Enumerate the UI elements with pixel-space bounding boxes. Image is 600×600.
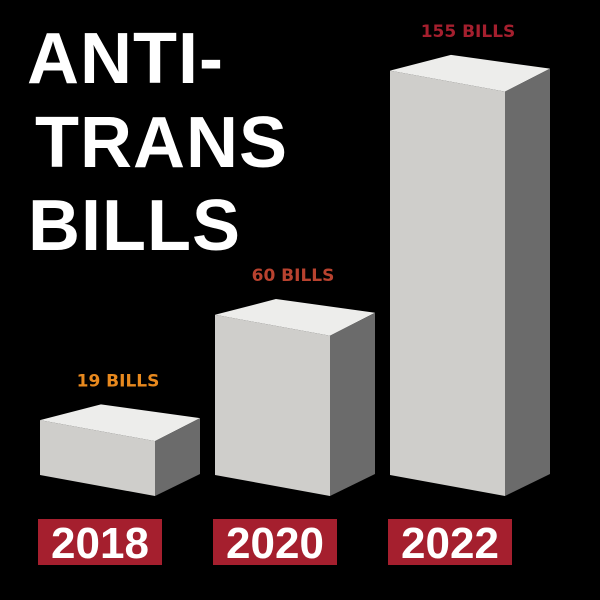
- category-label: 2020: [226, 519, 324, 568]
- bar-side-face: [505, 68, 550, 497]
- bar-top-face: [215, 299, 375, 336]
- bar-side-face: [155, 418, 200, 496]
- bar-value-label: 19 BILLS: [77, 371, 160, 391]
- category-label-background: [38, 519, 162, 565]
- category-label-background: [388, 519, 512, 565]
- title-line-1: ANTI-: [27, 19, 224, 99]
- bar-2022: 155 BILLS 2022: [388, 22, 550, 568]
- bar-top-face: [390, 54, 550, 92]
- bar-value-label: 60 BILLS: [252, 266, 335, 286]
- title-line-3: BILLS: [28, 186, 241, 266]
- bar-2020: 60 BILLS 2020: [213, 266, 375, 568]
- bar-top-face: [40, 404, 200, 442]
- title-line-2: TRANS: [35, 103, 288, 183]
- category-label: 2022: [401, 519, 499, 568]
- category-label: 2018: [51, 519, 149, 568]
- bar-2018: 19 BILLS 2018: [38, 371, 200, 568]
- bar-front-face: [390, 70, 505, 497]
- bars-layer: 19 BILLS 2018 60 BILLS 2020 155 BILLS 2022: [38, 22, 550, 568]
- bar-front-face: [40, 420, 155, 496]
- bar-side-face: [330, 312, 375, 496]
- category-label-background: [213, 519, 337, 565]
- chart-title: ANTI- TRANS BILLS: [27, 19, 288, 266]
- bar-front-face: [215, 314, 330, 496]
- bar-value-label: 155 BILLS: [421, 22, 516, 42]
